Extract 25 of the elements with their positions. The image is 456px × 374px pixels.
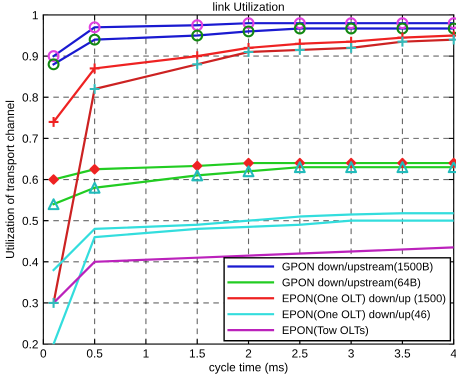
y-tick-label: 0.7 [22, 134, 38, 143]
x-tick-label: 1.5 [190, 349, 205, 358]
legend-label: EPON(One OLT) down/up (1500) [282, 294, 446, 304]
x-tick-label: 0.5 [86, 349, 102, 358]
y-tick-label: 1 [32, 11, 38, 20]
y-tick-label: 0.3 [22, 298, 38, 308]
y-axis-title: Utilization of transport channel [5, 100, 16, 258]
x-axis-title: cycle time (ms) [209, 362, 288, 374]
y-tick-label: 0.5 [22, 216, 38, 226]
legend-label: GPON down/upstream(64B) [282, 278, 420, 289]
y-tick-label: 0.6 [22, 176, 38, 184]
x-tick-label: 2.5 [292, 349, 308, 358]
y-tick-label: 0.9 [22, 52, 38, 60]
x-tick-label: 0 [40, 349, 46, 358]
x-tick-label: 3.5 [394, 349, 410, 358]
legend-label: GPON down/upstream(1500B) [282, 262, 432, 273]
legend-label: EPON(Tow OLTs) [282, 326, 368, 336]
x-tick-label: 3 [348, 349, 354, 358]
chart-title: link Utilization [213, 2, 284, 11]
y-tick-label: 0.4 [22, 258, 38, 266]
x-tick-label: 1 [144, 349, 149, 358]
y-tick-label: 0.8 [22, 93, 38, 102]
x-tick-label: 2 [246, 349, 252, 358]
y-tick-label: 0.2 [22, 340, 38, 348]
legend-label: EPON(One OLT) down/up(46) [282, 310, 430, 320]
